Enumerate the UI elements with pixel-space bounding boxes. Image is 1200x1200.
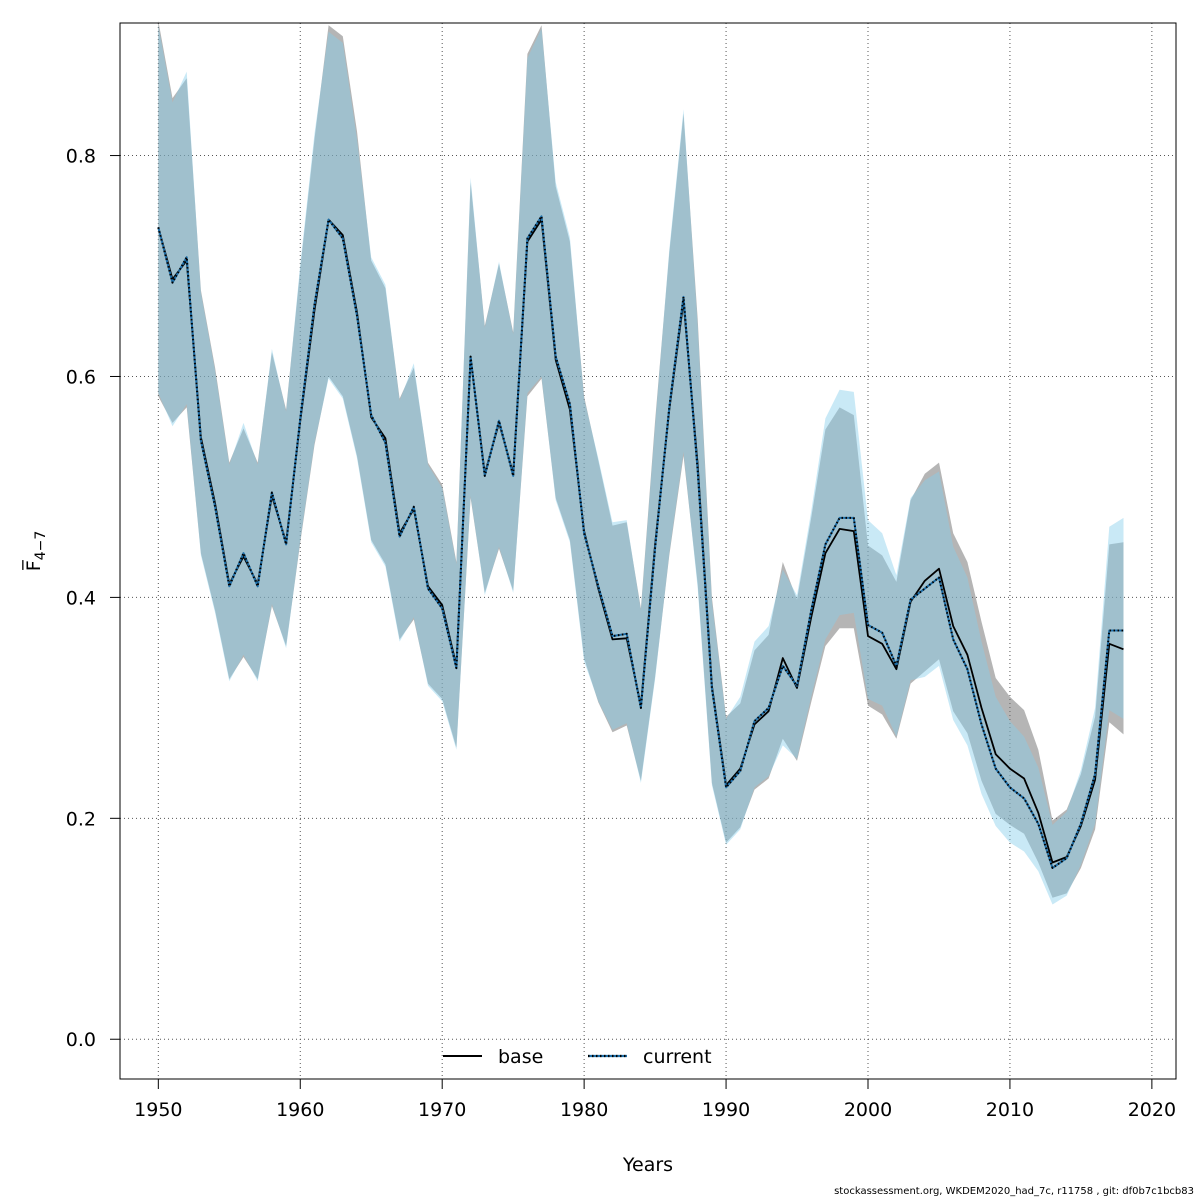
confidence-bands xyxy=(158,20,1124,905)
band-current xyxy=(158,25,1124,905)
x-tick-label: 1990 xyxy=(702,1099,750,1121)
x-tick-label: 2000 xyxy=(844,1099,892,1121)
legend: base current xyxy=(443,1046,712,1068)
x-tick-label: 1970 xyxy=(418,1099,466,1121)
legend-base-label: base xyxy=(498,1046,543,1068)
y-tick-label: 0.8 xyxy=(66,146,96,168)
svg-text:F̅4−7: F̅4−7 xyxy=(21,531,49,571)
x-tick-label: 2020 xyxy=(1128,1099,1176,1121)
y-tick-label: 0.0 xyxy=(66,1029,96,1051)
axes: 1950 1960 1970 1980 1990 2000 2010 2020 0.0 0.2 0.… xyxy=(66,146,1176,1121)
y-axis-title: F̅4−7 xyxy=(21,531,49,571)
y-axis-title-subscript: 4−7 xyxy=(33,531,49,561)
y-tick-label: 0.4 xyxy=(66,587,96,609)
y-tick-label: 0.6 xyxy=(66,366,96,388)
x-tick-label: 1960 xyxy=(276,1099,324,1121)
x-tick-label: 2010 xyxy=(986,1099,1034,1121)
y-axis-title-main: F̅ xyxy=(21,559,45,571)
x-tick-label: 1950 xyxy=(134,1099,182,1121)
band-base xyxy=(158,20,1124,898)
x-tick-label: 1980 xyxy=(560,1099,608,1121)
footer-note: stockassessment.org, WKDEM2020_had_7c, r… xyxy=(834,1186,1194,1197)
line-current xyxy=(157,215,1124,869)
x-axis-title: Years xyxy=(622,1154,673,1176)
series-lines xyxy=(157,215,1124,869)
y-tick-label: 0.2 xyxy=(66,808,96,830)
legend-current-label: current xyxy=(643,1046,712,1068)
